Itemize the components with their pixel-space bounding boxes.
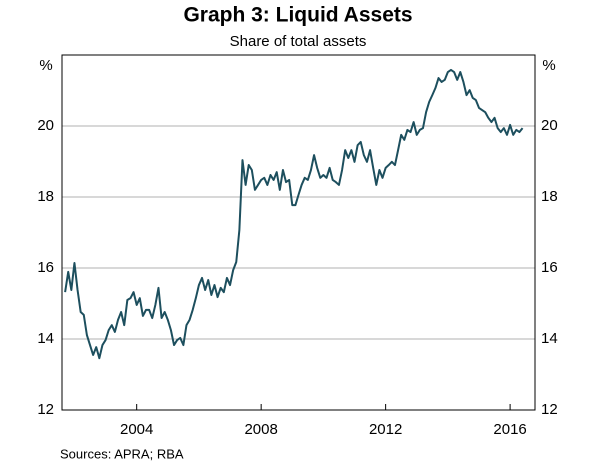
y-unit-left: % (39, 57, 52, 74)
x-tick-label: 2004 (120, 421, 153, 438)
y2-tick-label: 18 (541, 188, 558, 205)
y-tick-label: 16 (37, 259, 54, 276)
chart-title: Graph 3: Liquid Assets (183, 4, 412, 27)
y-tick-label: 18 (37, 188, 54, 205)
y2-tick-label: 16 (541, 259, 558, 276)
data-line (64, 68, 524, 360)
y-tick-label: 20 (37, 117, 54, 134)
y-tick-label: 14 (37, 330, 54, 347)
chart-subtitle: Share of total assets (230, 33, 367, 50)
x-tick-label: 2016 (493, 421, 526, 438)
source-note: Sources: APRA; RBA (60, 446, 184, 461)
x-tick-label: 2008 (244, 421, 277, 438)
plot-frame (61, 54, 536, 411)
y2-tick-label: 12 (541, 401, 558, 418)
y2-tick-label: 20 (541, 117, 558, 134)
y-unit-right: % (542, 57, 555, 74)
y2-tick-label: 14 (541, 330, 558, 347)
x-tick-label: 2012 (369, 421, 402, 438)
y-tick-label: 12 (37, 401, 54, 418)
